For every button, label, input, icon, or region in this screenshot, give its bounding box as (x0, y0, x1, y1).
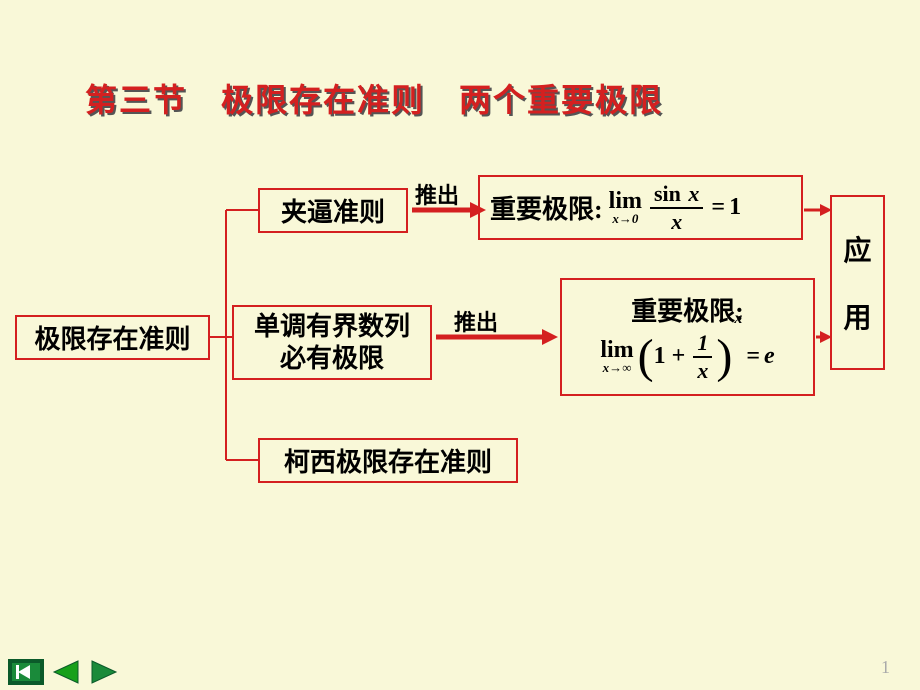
nav-first-button[interactable] (8, 659, 44, 685)
eq1: = (711, 194, 725, 221)
frac1: sin x x (650, 181, 703, 235)
box-monotone-line1: 单调有界数列 (254, 311, 410, 342)
box-cauchy: 柯西极限存在准则 (258, 438, 518, 483)
frac2-num: 1 (693, 330, 712, 356)
nav-first-icon (8, 659, 44, 685)
nav-next-button[interactable] (86, 659, 122, 685)
app-line1: 应 (843, 229, 871, 269)
arrow-label-1: 推出 (415, 178, 459, 210)
rhs1: 1 (729, 194, 741, 221)
one2: 1 (654, 343, 666, 370)
formula-e: lim x→∞ ( 1 + 1 x ) x = e (600, 330, 774, 384)
result2-prefix: 重要极限: (631, 291, 744, 328)
box-root: 极限存在准则 (15, 315, 210, 360)
formula-sinx: lim x→0 sin x x = 1 (609, 181, 743, 235)
frac1-num: sin x (650, 181, 703, 207)
lim1: lim x→0 (609, 188, 642, 227)
frac1-fn: sin (654, 181, 681, 206)
plus2: + (672, 343, 686, 370)
rparen: ) (716, 333, 732, 381)
lim2: lim x→∞ (600, 337, 633, 376)
box-root-label: 极限存在准则 (34, 319, 190, 356)
box-monotone-line2: 必有极限 (280, 343, 384, 374)
frac1-var: x (688, 181, 699, 206)
frac2-den: x (693, 358, 712, 384)
lim1-sub: x→0 (612, 211, 638, 227)
nav-next-icon (86, 659, 122, 685)
frac1-den: x (667, 209, 686, 235)
box-squeeze-label: 夹逼准则 (281, 192, 385, 229)
box-limit-e: 重要极限: lim x→∞ ( 1 + 1 x ) x = e (560, 278, 815, 396)
lim2-sub: x→∞ (603, 360, 632, 376)
box-limit-sinx: 重要极限: lim x→0 sin x x = 1 (478, 175, 803, 240)
rhs2: e (764, 343, 775, 370)
page-title: 第三节 极限存在准则 两个重要极限 (85, 75, 663, 121)
box-cauchy-label: 柯西极限存在准则 (284, 442, 492, 479)
arrow-label-2: 推出 (454, 305, 498, 337)
nav-prev-button[interactable] (48, 659, 84, 685)
eq2: = (746, 343, 760, 370)
result1-prefix: 重要极限: (490, 189, 603, 226)
exp2: x (734, 310, 742, 328)
app-line2: 用 (843, 296, 871, 336)
box-application: 应 用 (830, 195, 885, 370)
box-monotone: 单调有界数列 必有极限 (232, 305, 432, 380)
page-number: 1 (881, 657, 890, 678)
frac2: 1 x (693, 330, 712, 384)
box-squeeze: 夹逼准则 (258, 188, 408, 233)
nav-prev-icon (48, 659, 84, 685)
lparen: ( (638, 333, 654, 381)
